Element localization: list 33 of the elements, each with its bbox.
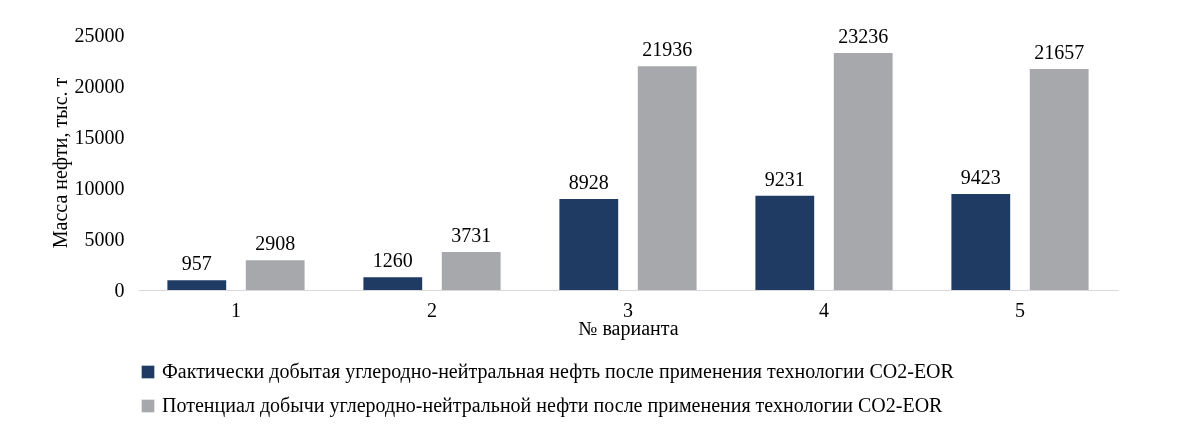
data-label: 3731 [451,223,492,246]
data-label: 23236 [838,24,889,47]
bar [363,277,423,290]
data-label: 957 [181,252,212,275]
legend-label: Фактически добытая углеродно-нейтральная нефть после применения технологии CO2-EOR [162,360,955,383]
x-tick-label: 4 [819,298,829,321]
bar [441,251,501,290]
y-tick-label: 5000 [84,227,125,250]
y-tick-label: 15000 [74,125,125,148]
bar [245,260,305,290]
x-tick-label: 5 [1015,298,1025,321]
bar [951,193,1011,290]
bar [755,195,815,290]
y-tick-label: 0 [114,278,125,301]
data-label: 9423 [960,165,1001,188]
y-tick-label: 20000 [74,74,125,97]
x-tick-label: 1 [231,298,241,321]
bar [167,280,227,290]
x-tick-label: 2 [427,298,437,321]
legend-label: Потенциал добычи углеродно-нейтральной нефти после применения технологии CO2-EOR [162,394,944,417]
bar [1029,69,1089,290]
data-label: 1260 [372,249,413,272]
data-label: 8928 [568,170,609,193]
data-label: 21657 [1034,41,1085,64]
data-label: 2908 [255,232,296,255]
bar [637,66,697,290]
data-label: 21936 [642,38,693,61]
bar [833,52,893,290]
y-axis-title: Масса нефти, тыс. т [48,77,72,249]
bar [559,198,619,290]
data-label: 9231 [764,167,805,190]
y-tick-label: 10000 [74,176,125,199]
y-tick-label: 25000 [74,23,125,46]
